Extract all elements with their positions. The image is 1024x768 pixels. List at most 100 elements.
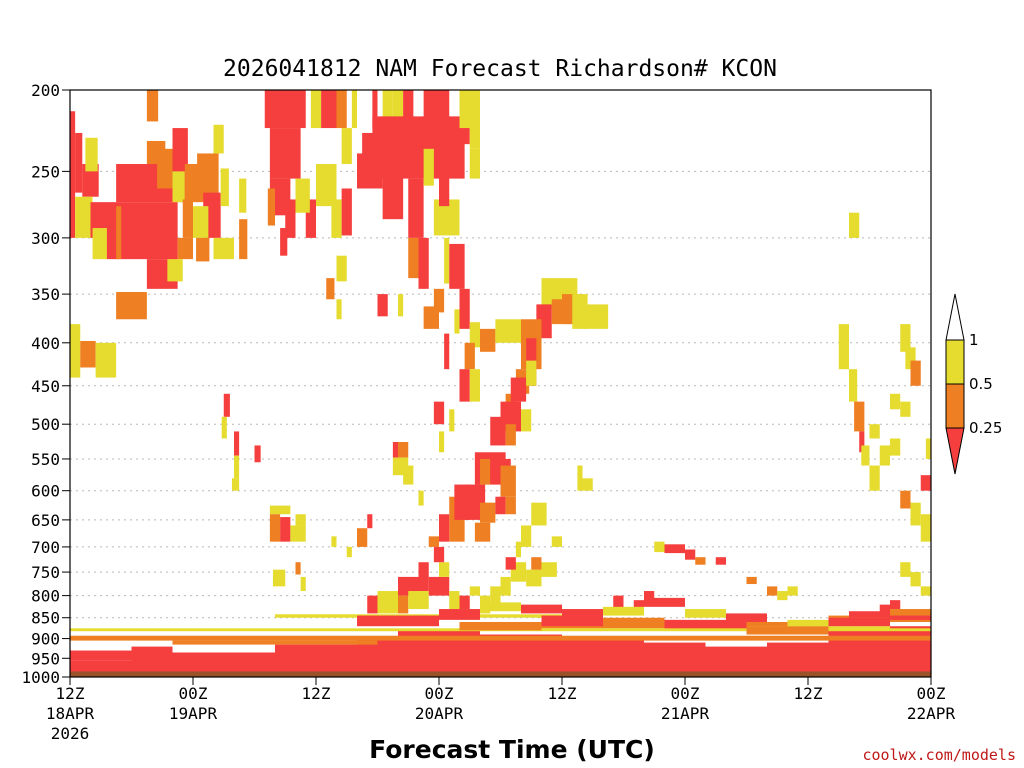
ri-cell	[267, 188, 275, 226]
ri-cell	[295, 562, 301, 575]
ri-cell	[177, 237, 193, 260]
ri-cell	[521, 409, 532, 432]
y-axis-ticks: 200 250 300 350 400 450 500 550 600 650 700 750 800 8…	[21, 81, 70, 687]
ri-cell	[182, 199, 193, 238]
ri-cell	[372, 116, 470, 145]
ri-cell	[510, 377, 527, 402]
x-tick-label: 12Z	[302, 684, 331, 703]
ri-cell	[459, 369, 470, 402]
colorbar-red-triangle	[945, 427, 965, 475]
ri-cell	[505, 424, 516, 446]
ri-cell	[331, 536, 337, 547]
ri-band-cell	[480, 602, 521, 612]
ri-cell	[449, 409, 455, 432]
ri-cell	[474, 522, 491, 542]
ri-cell	[398, 595, 409, 614]
ri-cell	[449, 591, 460, 610]
ri-cell	[269, 514, 281, 542]
y-tick-label: 650	[31, 511, 60, 530]
ri-cell	[920, 586, 931, 596]
ri-cell	[495, 496, 506, 515]
ri-band-cell	[603, 617, 665, 627]
ri-cell	[454, 309, 460, 334]
ri-cell	[269, 128, 301, 179]
ri-cell	[167, 259, 183, 282]
ri-band-cell	[172, 652, 275, 663]
ri-cell	[382, 90, 393, 122]
x-tick-label: 00Z	[179, 684, 208, 703]
ri-band-cell	[828, 617, 890, 627]
ri-cell	[644, 591, 655, 601]
y-tick-label: 1000	[21, 668, 60, 687]
ri-band-cell	[172, 640, 378, 645]
ri-band-cell	[459, 621, 542, 631]
x-tick-label: 12Z	[548, 684, 577, 703]
ri-cell	[541, 562, 557, 577]
ri-cell	[382, 164, 404, 220]
ri-cell	[582, 478, 593, 491]
ri-cell	[305, 199, 316, 238]
ri-cell	[500, 576, 511, 596]
ri-cell	[905, 347, 916, 370]
ri-cell	[351, 90, 357, 129]
ri-cell	[910, 360, 921, 386]
ri-cell	[869, 424, 880, 439]
ri-band-cell	[439, 609, 480, 620]
ri-band-cell	[70, 650, 132, 661]
ri-cell	[70, 111, 76, 238]
chart-title: 2026041812 NAM Forecast Richardson# KCON	[223, 56, 777, 82]
ri-cell	[196, 237, 210, 262]
colorbar-label-1: 1	[969, 331, 979, 349]
ri-cell	[654, 541, 665, 553]
ri-cell	[879, 445, 890, 466]
ri-cell	[341, 128, 352, 165]
ri-cell	[239, 178, 247, 213]
y-tick-label: 550	[31, 450, 60, 469]
ri-cell	[408, 591, 429, 610]
ri-cell	[234, 455, 240, 479]
ri-cell	[264, 90, 306, 129]
ri-cell	[70, 324, 81, 378]
ri-cell	[861, 445, 870, 466]
y-tick-label: 750	[31, 563, 60, 582]
ri-cell	[854, 401, 865, 432]
ri-band-cell	[890, 626, 931, 665]
ri-cell	[295, 514, 306, 526]
ri-cell	[408, 178, 424, 238]
y-tick-label: 450	[31, 377, 60, 396]
ri-cell	[849, 212, 860, 238]
ri-cell	[910, 572, 921, 587]
ri-band-cell	[541, 615, 603, 627]
colorbar-white-triangle	[945, 293, 965, 341]
y-tick-label: 600	[31, 482, 60, 501]
ri-band-cell	[664, 619, 747, 629]
ri-cell	[336, 90, 347, 129]
ri-cell	[75, 196, 93, 238]
ri-band-cell	[828, 630, 890, 665]
ri-cell	[290, 525, 306, 542]
ri-cell	[423, 90, 450, 133]
heatmap-cells	[70, 90, 931, 622]
ri-band-cell	[357, 615, 439, 627]
ri-cell	[357, 153, 383, 189]
ri-cell	[213, 237, 234, 260]
ri-cell	[469, 369, 480, 402]
ri-cell	[221, 416, 227, 439]
ri-cell	[116, 292, 147, 320]
x-tick-label: 00Z	[671, 684, 700, 703]
ri-cell	[220, 168, 229, 207]
y-tick-label: 850	[31, 609, 60, 628]
ri-cell	[925, 438, 931, 459]
colorbar-orange	[945, 383, 965, 429]
ri-cell	[439, 431, 445, 453]
ri-cell	[767, 586, 778, 596]
ri-cell	[295, 178, 310, 213]
ri-cell	[231, 478, 240, 491]
ri-cell	[331, 199, 342, 238]
ri-cell	[664, 544, 685, 554]
ri-band-cell	[131, 646, 173, 663]
ri-cell	[367, 595, 378, 614]
ri-cell	[105, 235, 178, 260]
ri-band-cell	[890, 613, 931, 620]
